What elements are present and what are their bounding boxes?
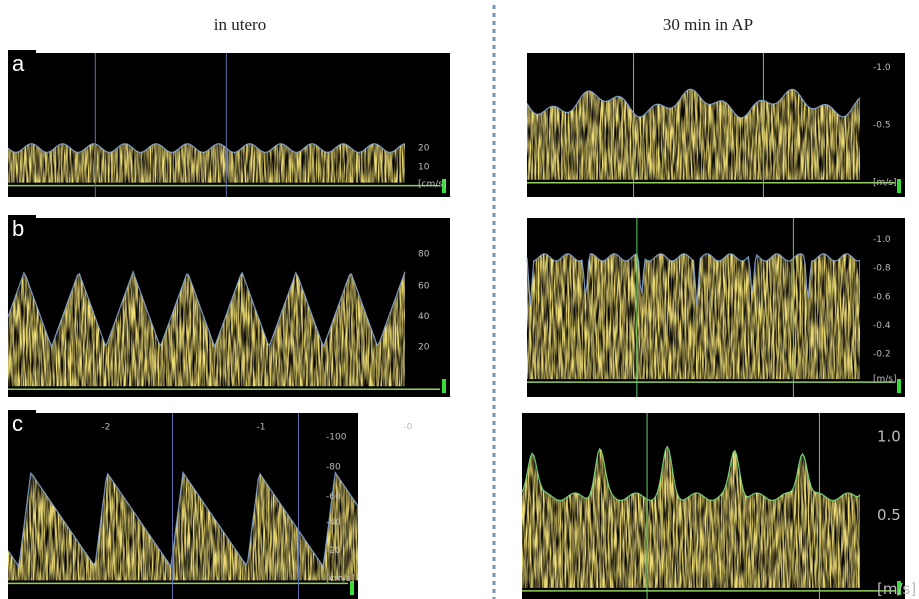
scale-label: [cm/s] bbox=[326, 574, 354, 584]
scale-label: 20 bbox=[418, 144, 430, 154]
scale-marker bbox=[350, 581, 354, 595]
time-label: -0 bbox=[403, 423, 412, 433]
scale-marker bbox=[897, 179, 901, 193]
doppler-spectrum bbox=[527, 89, 860, 180]
panel-letter-bg bbox=[8, 410, 36, 438]
column-title: in utero bbox=[214, 15, 266, 34]
scale-label: [m/s] bbox=[873, 375, 897, 385]
panel-letter: b bbox=[12, 216, 24, 241]
doppler-spectrum bbox=[527, 253, 860, 380]
scale-label: [m/s] bbox=[873, 178, 897, 188]
column-title: 30 min in AP bbox=[663, 15, 753, 34]
scale-label: -1.0 bbox=[873, 235, 891, 245]
scale-label: -0.5 bbox=[873, 121, 891, 131]
scale-label: 80 bbox=[418, 249, 430, 259]
panel-letter-bg bbox=[8, 50, 36, 78]
panel-letter: a bbox=[12, 51, 25, 76]
scale-marker bbox=[442, 179, 446, 193]
time-label: -1 bbox=[256, 423, 265, 433]
envelope-trace bbox=[7, 270, 406, 349]
scale-label: -100 bbox=[326, 433, 347, 443]
envelope-trace bbox=[7, 470, 359, 568]
scale-label: 1.0 bbox=[877, 428, 901, 446]
scale-label: -0.2 bbox=[873, 350, 891, 360]
scale-label: 10 bbox=[418, 162, 430, 172]
scale-marker bbox=[897, 379, 901, 393]
scale-label: -80 bbox=[326, 462, 341, 472]
scale-label: 0.5 bbox=[877, 506, 901, 524]
panel-letter: c bbox=[12, 411, 23, 436]
envelope-trace bbox=[526, 253, 861, 306]
time-label: -2 bbox=[101, 423, 110, 433]
scale-label: [cm/s] bbox=[418, 180, 446, 190]
scale-label: -0.8 bbox=[873, 264, 891, 274]
envelope-trace bbox=[526, 88, 861, 119]
scale-label: 20 bbox=[418, 342, 430, 352]
scale-marker bbox=[442, 379, 446, 393]
envelope-trace bbox=[521, 445, 861, 502]
scale-label: -1.0 bbox=[873, 63, 891, 73]
scale-label: -60 bbox=[326, 492, 341, 502]
scale-label: -20 bbox=[326, 546, 341, 556]
scale-label: 60 bbox=[418, 282, 430, 292]
scale-label: -40 bbox=[326, 518, 341, 528]
scale-label: -0.6 bbox=[873, 292, 891, 302]
scale-label: 40 bbox=[418, 312, 430, 322]
panel-letter-bg bbox=[8, 215, 36, 243]
envelope-trace bbox=[7, 143, 406, 154]
scale-marker bbox=[897, 581, 901, 595]
scale-label: [m/s] bbox=[877, 580, 916, 598]
scale-label: -0.4 bbox=[873, 321, 891, 331]
